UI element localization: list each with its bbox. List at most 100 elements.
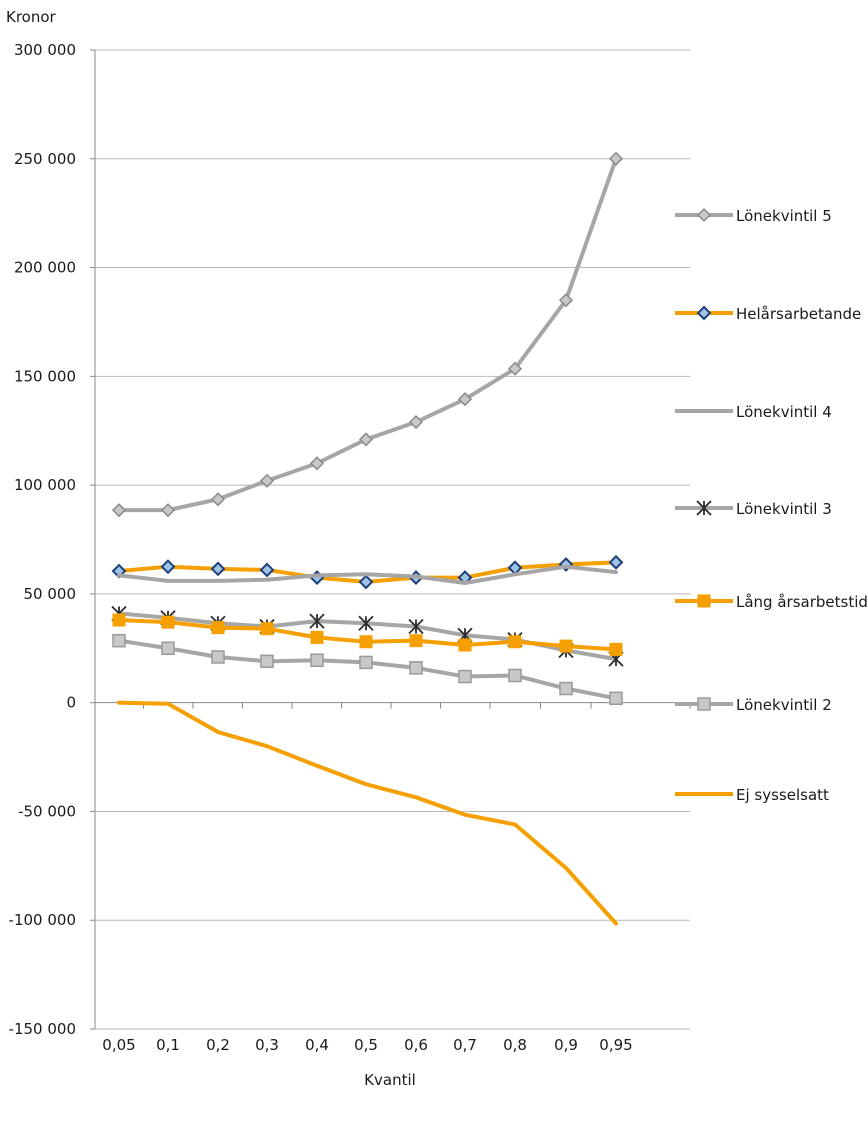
y-tick-label: -50 000 [18, 802, 76, 820]
data-point-marker [211, 650, 225, 664]
legend-label: Lönekvintil 2 [736, 696, 832, 714]
data-point-marker [160, 503, 176, 518]
y-tick-label: 300 000 [14, 41, 76, 59]
data-point-marker [161, 615, 175, 629]
data-point-marker [259, 562, 275, 578]
data-point-marker [458, 638, 472, 652]
data-point-marker [309, 456, 325, 471]
data-point-marker [310, 630, 324, 644]
data-point-marker [408, 414, 424, 430]
y-tick-label: -100 000 [9, 911, 76, 929]
legend-label: Lönekvintil 3 [736, 500, 832, 518]
legend: Lönekvintil 5 Helårsarbetande Lönekvintil … [675, 207, 868, 804]
data-point-marker [559, 681, 573, 696]
data-point-marker [458, 669, 472, 684]
series-Lönekvintil 2 [112, 633, 623, 706]
x-tick-label: 0,9 [554, 1036, 578, 1054]
y-tick-label: -150 000 [9, 1020, 76, 1038]
legend-marker [696, 500, 712, 516]
data-point-marker [310, 653, 324, 667]
data-point-marker [259, 473, 275, 488]
y-tick-label: 100 000 [14, 476, 76, 494]
legend-item: Lönekvintil 4 [675, 403, 832, 421]
y-tick-labels: 300 000 250 000 200 000 150 000 100 000 50 00… [9, 41, 76, 1038]
data-point-marker [409, 661, 423, 675]
data-point-marker [111, 503, 127, 518]
series-line [117, 638, 618, 701]
legend-label: Ej sysselsatt [736, 786, 829, 804]
series-lines [111, 151, 624, 926]
x-tick-label: 0,3 [255, 1036, 279, 1054]
series-Lång årsarbetstid [112, 613, 623, 656]
data-point-marker [359, 655, 373, 670]
data-point-marker [358, 615, 374, 631]
series-line [117, 700, 618, 926]
data-point-marker [608, 151, 624, 166]
data-point-marker [359, 635, 373, 649]
series-Ej sysselsatt [117, 700, 618, 926]
data-point-marker [409, 634, 423, 648]
series-line [117, 564, 618, 586]
gridlines [95, 49, 690, 1030]
series-line [117, 156, 618, 513]
x-tick-label: 0,1 [156, 1036, 180, 1054]
x-tick-label: 0,5 [354, 1036, 378, 1054]
data-point-marker [309, 613, 325, 629]
data-point-marker [161, 641, 175, 656]
data-point-marker [508, 668, 522, 683]
x-tick-label: 0,2 [206, 1036, 230, 1054]
legend-item: Ej sysselsatt [675, 786, 829, 804]
y-axis-title: Kronor [6, 8, 57, 26]
y-tick-label: 50 000 [24, 585, 77, 603]
legend-item: Lönekvintil 3 [675, 500, 832, 518]
legend-label: Lång årsarbetstid [736, 593, 868, 611]
x-tick-label: 0,95 [599, 1036, 632, 1054]
legend-item: Lönekvintil 2 [675, 696, 832, 714]
x-tick-label: 0,6 [404, 1036, 428, 1054]
data-point-marker [609, 691, 623, 706]
series-Lönekvintil 5 [111, 151, 624, 518]
legend-marker [697, 594, 711, 608]
legend-label: Lönekvintil 5 [736, 207, 832, 225]
legend-label: Lönekvintil 4 [736, 403, 832, 421]
data-point-marker [260, 622, 274, 636]
legend-marker [696, 305, 712, 321]
series-Lönekvintil 4 [117, 564, 618, 586]
legend-item: Lönekvintil 5 [675, 207, 832, 225]
legend-label: Helårsarbetande [736, 305, 861, 323]
data-point-marker [260, 654, 274, 669]
axes [90, 49, 691, 1030]
data-point-marker [609, 642, 623, 656]
series-Helårsarbetande [111, 554, 624, 590]
data-point-marker [558, 293, 574, 308]
data-point-marker [358, 432, 374, 447]
y-tick-label: 200 000 [14, 259, 76, 277]
legend-item: Lång årsarbetstid [675, 593, 868, 611]
y-tick-label: 0 [66, 694, 76, 712]
data-point-marker [112, 613, 126, 627]
x-tick-labels: 0,05 0,1 0,2 0,3 0,4 0,5 0,6 0,7 0,8 0,9 0,95 [102, 1036, 632, 1054]
x-tick-label: 0,8 [503, 1036, 527, 1054]
data-point-marker [608, 554, 624, 570]
legend-marker [697, 697, 711, 711]
data-point-marker [507, 361, 523, 376]
data-point-marker [358, 574, 374, 590]
x-tick-label: 0,7 [453, 1036, 477, 1054]
data-point-marker [210, 492, 226, 507]
x-tick-label: 0,4 [305, 1036, 329, 1054]
data-point-marker [112, 633, 126, 648]
data-point-marker [211, 621, 225, 635]
y-tick-label: 250 000 [14, 150, 76, 168]
data-point-marker [160, 559, 176, 575]
y-tick-label: 150 000 [14, 367, 76, 385]
data-point-marker [408, 618, 424, 635]
data-point-marker [210, 561, 226, 577]
data-point-marker [508, 635, 522, 649]
data-point-marker [559, 639, 573, 653]
x-axis-title: Kvantil [364, 1071, 416, 1089]
legend-marker [696, 207, 712, 223]
legend-item: Helårsarbetande [675, 305, 861, 323]
data-point-marker [457, 392, 473, 407]
x-tick-label: 0,05 [102, 1036, 135, 1054]
